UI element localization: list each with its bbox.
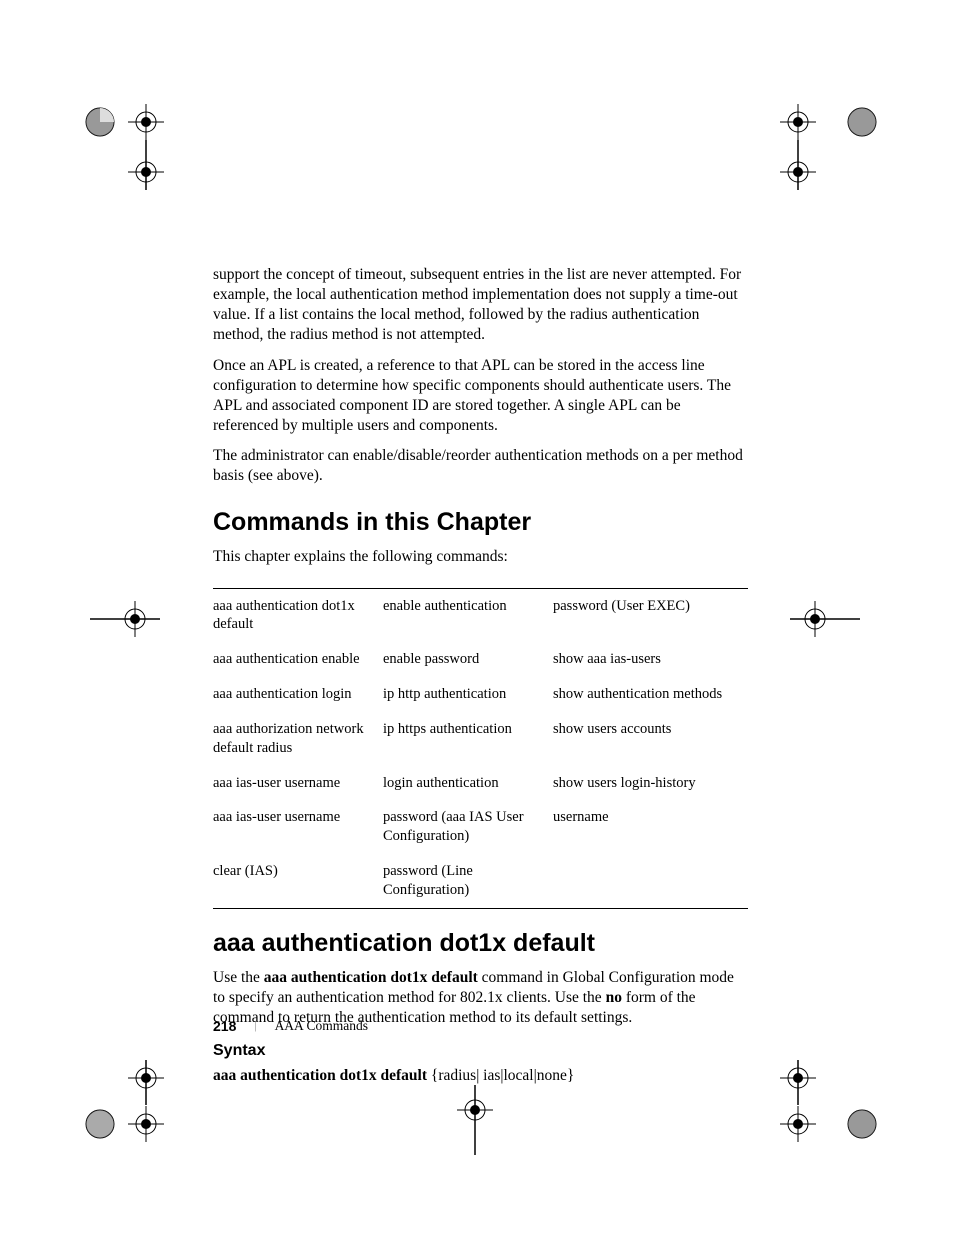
table-cell: show aaa ias-users — [553, 650, 733, 669]
table-row: aaa authentication dot1x default enable … — [213, 589, 748, 643]
table-cell: aaa authentication login — [213, 685, 383, 704]
table-row: aaa authentication login ip http authent… — [213, 677, 748, 712]
table-row: aaa authorization network default radius… — [213, 712, 748, 766]
syntax-args: {radius| ias|local|none} — [427, 1067, 574, 1084]
table-cell: enable password — [383, 650, 553, 669]
registration-mark-top-right — [770, 90, 890, 190]
table-cell: aaa authorization network default radius — [213, 720, 383, 758]
table-cell: password (aaa IAS User Configuration) — [383, 808, 553, 846]
commands-table: aaa authentication dot1x default enable … — [213, 588, 748, 909]
paragraph-2: Once an APL is created, a reference to t… — [213, 356, 748, 437]
footer-section: AAA Commands — [275, 1018, 368, 1034]
page-content: support the concept of timeout, subseque… — [213, 265, 748, 1086]
table-cell: enable authentication — [383, 597, 553, 635]
registration-mark-mid-right — [790, 594, 860, 644]
table-cell — [553, 862, 733, 900]
table-row: aaa ias-user username password (aaa IAS … — [213, 800, 748, 854]
desc-text: Use the — [213, 969, 264, 986]
table-cell: aaa authentication dot1x default — [213, 597, 383, 635]
table-row: aaa ias-user username login authenticati… — [213, 766, 748, 801]
table-cell: aaa authentication enable — [213, 650, 383, 669]
paragraph-1: support the concept of timeout, subseque… — [213, 265, 748, 346]
footer-divider: | — [254, 1020, 256, 1032]
desc-bold-no: no — [606, 989, 622, 1006]
table-cell: ip https authentication — [383, 720, 553, 758]
table-cell: ip http authentication — [383, 685, 553, 704]
table-cell: show users accounts — [553, 720, 733, 758]
paragraph-3: The administrator can enable/disable/reo… — [213, 446, 748, 486]
table-row: aaa authentication enable enable passwor… — [213, 642, 748, 677]
table-cell: login authentication — [383, 774, 553, 793]
registration-mark-mid-left — [90, 594, 160, 644]
heading-aaa-auth: aaa authentication dot1x default — [213, 929, 748, 958]
desc-bold-cmd: aaa authentication dot1x default — [264, 969, 478, 986]
intro-commands: This chapter explains the following comm… — [213, 547, 748, 567]
table-cell: aaa ias-user username — [213, 774, 383, 793]
table-cell: aaa ias-user username — [213, 808, 383, 846]
registration-mark-bottom-center — [450, 1085, 500, 1155]
table-cell: clear (IAS) — [213, 862, 383, 900]
table-cell: password (Line Configuration) — [383, 862, 553, 900]
table-cell: show authentication methods — [553, 685, 733, 704]
syntax-line: aaa authentication dot1x default {radius… — [213, 1066, 748, 1086]
heading-commands: Commands in this Chapter — [213, 508, 748, 537]
registration-mark-bottom-left — [75, 1050, 175, 1160]
registration-mark-bottom-right — [770, 1050, 890, 1160]
syntax-heading: Syntax — [213, 1042, 748, 1060]
syntax-bold: aaa authentication dot1x default — [213, 1067, 427, 1084]
registration-mark-top-left — [75, 90, 175, 190]
table-cell: password (User EXEC) — [553, 597, 733, 635]
table-cell: username — [553, 808, 733, 846]
table-row: clear (IAS) password (Line Configuration… — [213, 854, 748, 908]
page-footer: 218 | AAA Commands — [213, 1018, 368, 1034]
table-cell: show users login-history — [553, 774, 733, 793]
page-number: 218 — [213, 1018, 236, 1034]
